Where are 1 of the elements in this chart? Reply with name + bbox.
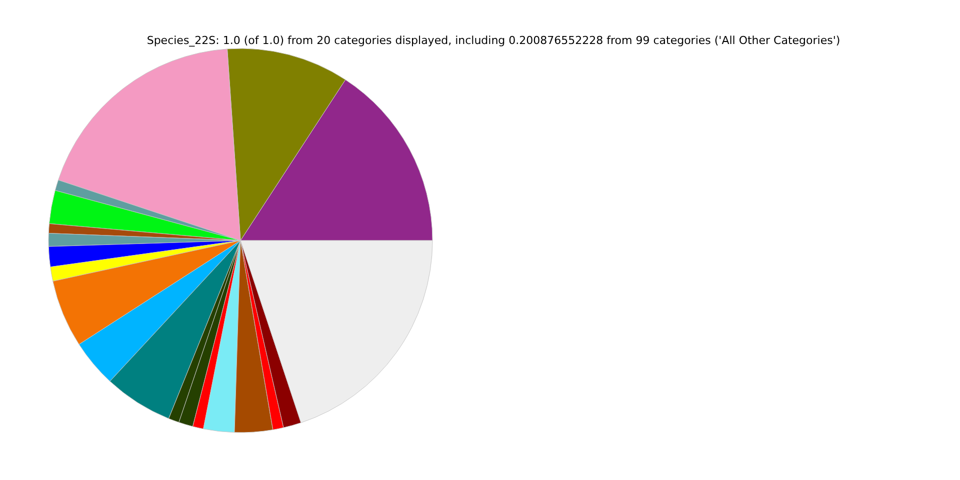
text: Species_22S: 1.0 (of 1.0) from 20 categories displayed, including 0.200876552228 from 99 categories ('All Other Categories') (146, 34, 840, 47)
